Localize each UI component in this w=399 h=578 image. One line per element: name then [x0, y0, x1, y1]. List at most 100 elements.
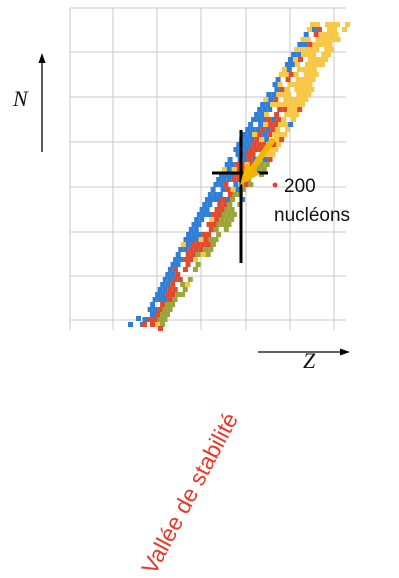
nuclide-cell: [264, 112, 270, 117]
nuclide-cell: [160, 292, 166, 297]
nuclide-cell: [301, 67, 307, 72]
nuclide-cell: [213, 182, 219, 187]
nuclide-cell: [253, 147, 259, 152]
nuclide-cell: [330, 37, 336, 42]
nuclide-cell: [233, 182, 239, 187]
nuclide-cell: [317, 42, 323, 47]
nuclide-cell: [229, 207, 235, 212]
nuclide-cell: [221, 177, 227, 182]
nuclide-cell: [333, 32, 339, 37]
nuclide-cell: [182, 287, 188, 292]
nuclide-cell: [273, 97, 279, 102]
nuclide-cell: [202, 202, 208, 207]
nuclide-cell: [248, 122, 254, 127]
nuclide-cell: [274, 112, 280, 117]
nuclide-cell: [195, 252, 201, 257]
nuclide-cell: [319, 62, 325, 67]
nuclide-cell: [150, 302, 156, 307]
nuclide-cell: [232, 192, 238, 197]
nuclide-cell: [183, 237, 189, 242]
nuclide-cell: [230, 197, 235, 202]
nuclide-cell: [188, 237, 194, 242]
nuclide-cell: [335, 22, 340, 27]
nuclide-cell: [220, 197, 225, 202]
nuclide-cell: [309, 47, 315, 52]
nuclide-cell: [289, 62, 295, 67]
nuclide-cell: [301, 92, 307, 97]
nuclide-cell: [275, 127, 281, 132]
nuclide-cell: [150, 322, 155, 327]
nuclide-cell: [227, 202, 233, 207]
nuclide-cell: [170, 262, 176, 267]
nuclide-cell: [172, 267, 178, 272]
nuclide-cell: [247, 132, 253, 137]
nuclide-cell: [259, 112, 265, 117]
nuclide-cell: [210, 242, 216, 247]
nuclide-cell: [180, 282, 186, 287]
nuclide-cell: [158, 326, 163, 331]
nuclide-cell: [175, 252, 181, 257]
nuclide-cell: [187, 277, 193, 282]
nuclide-cell: [286, 92, 292, 97]
nuclide-cell: [259, 162, 265, 167]
z-axis-label: Z: [303, 348, 316, 373]
nuclide-cell: [240, 187, 246, 192]
nuclide-cell: [291, 52, 297, 57]
nuclide-cell: [298, 57, 303, 62]
nuclide-cell: [200, 252, 206, 257]
nuclide-cell: [221, 167, 227, 172]
nuclide-cell: [186, 232, 192, 237]
nuclide-cell: [182, 267, 188, 272]
nuclide-cell: [263, 122, 269, 127]
nuclide-cell: [170, 302, 176, 307]
nuclide-cell: [225, 187, 231, 192]
nuclide-cell: [221, 212, 227, 217]
nuclide-cell: [314, 62, 320, 67]
nuclide-cell: [162, 307, 168, 312]
nuclide-cell: [222, 202, 228, 207]
nuclide-cell: [217, 202, 223, 207]
nuclide-cell: [244, 137, 250, 142]
nuclide-cell: [293, 97, 299, 102]
nuclide-cell: [314, 47, 320, 52]
nuclide-cell: [206, 212, 212, 217]
nuclide-cell: [183, 257, 189, 262]
nuclide-cell: [254, 137, 260, 142]
nuclide-cell: [268, 122, 274, 127]
nuclide-cell: [152, 307, 158, 312]
nuclide-cell: [256, 117, 262, 122]
stability-band: [128, 22, 350, 331]
nuclide-cell: [273, 147, 279, 152]
nuclide-cell: [173, 257, 179, 262]
nucleon-count-label: 200: [284, 176, 316, 197]
nuclide-cell: [229, 162, 235, 167]
nuclide-cell: [282, 107, 288, 112]
nuclide-cell: [167, 307, 173, 312]
nuclide-cell: [318, 57, 323, 62]
nuclide-cell: [280, 102, 286, 107]
nuclide-cell: [265, 152, 271, 157]
nuclide-cell: [180, 292, 186, 297]
nuclide-cell: [185, 242, 191, 247]
nuclide-cell: [193, 247, 199, 252]
nuclide-cell: [296, 67, 302, 72]
nuclide-cell: [320, 37, 326, 42]
nuclide-cell: [295, 102, 301, 107]
nuclide-cell: [299, 47, 305, 52]
nuclide-cell: [261, 167, 267, 172]
nuclide-cell: [195, 242, 201, 247]
nuclide-cell: [235, 187, 241, 192]
nuclide-cell: [217, 192, 223, 197]
nuclide-cell: [278, 72, 284, 77]
nuclide-cell: [183, 247, 189, 252]
nuclide-cell: [308, 72, 314, 77]
nuclide-cell: [136, 316, 141, 321]
nuclide-cell: [315, 37, 321, 42]
nucleon-word-label: nucléons: [274, 205, 351, 226]
nuclide-cell: [277, 82, 283, 87]
nuclide-cell: [214, 207, 220, 212]
nuclide-cell: [256, 142, 262, 147]
nuclide-cell: [162, 277, 168, 282]
nuclide-cell: [284, 87, 290, 92]
nuclide-cell: [257, 107, 263, 112]
